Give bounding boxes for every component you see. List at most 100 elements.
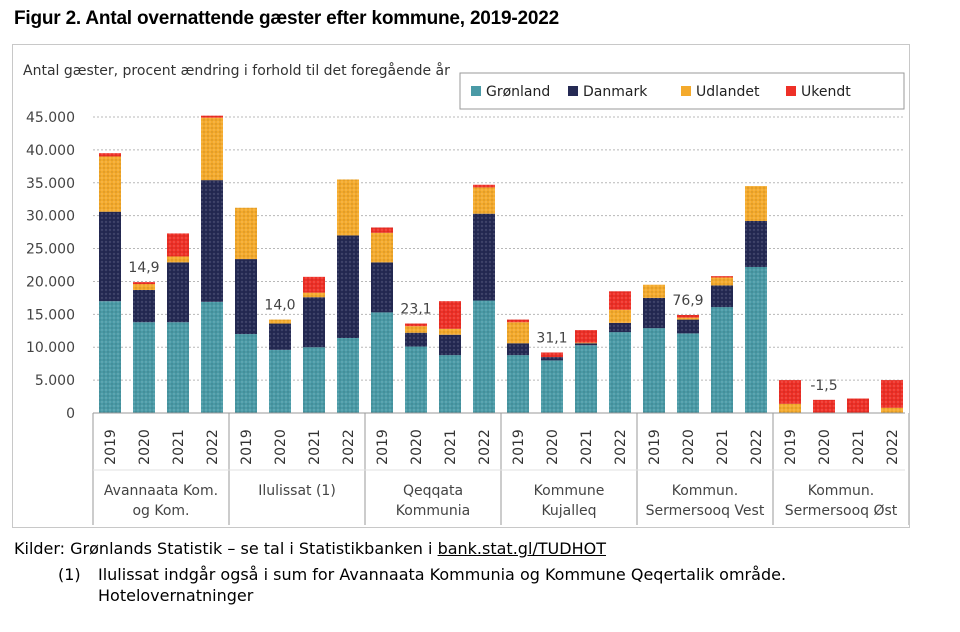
annotation-label: 14,0: [264, 298, 295, 314]
bar-texture: [201, 115, 223, 118]
bar-texture: [269, 319, 291, 324]
chart-legend: Grønland Danmark Udlandet Ukendt: [459, 72, 905, 110]
bar-texture: [711, 307, 733, 413]
group-label: Kujalleq: [541, 503, 596, 519]
group-label: Qeqqata: [403, 483, 463, 499]
bar-texture: [99, 156, 121, 212]
year-tick-label: 2020: [137, 429, 153, 465]
year-tick-label: 2021: [443, 429, 459, 465]
y-tick-label: 15.000: [26, 307, 75, 323]
legend-label-danmark: Danmark: [583, 84, 648, 100]
bar-texture: [609, 309, 631, 323]
bar-texture: [99, 211, 121, 302]
bar-texture: [507, 355, 529, 413]
bar-texture: [541, 357, 563, 361]
bar-texture: [201, 301, 223, 413]
bar-texture: [167, 256, 189, 263]
bar-texture: [235, 259, 257, 335]
year-tick-label: 2021: [171, 429, 187, 465]
y-tick-label: 10.000: [26, 340, 75, 356]
bar-texture: [677, 319, 699, 334]
sources-text: Kilder: Grønlands Statistik – se tal i S…: [14, 539, 438, 558]
bar-texture: [541, 360, 563, 413]
bar-texture: [133, 322, 155, 413]
legend-label-grønland: Grønland: [486, 84, 550, 100]
legend-swatch-udlandet: [681, 86, 691, 96]
bar-texture: [303, 297, 325, 348]
bar-texture: [507, 322, 529, 344]
footnote-number: (1): [58, 565, 81, 584]
year-tick-label: 2019: [375, 429, 391, 465]
bar-texture: [439, 334, 461, 356]
bar-texture: [575, 342, 597, 344]
bar-texture: [711, 276, 733, 278]
bar-texture: [643, 297, 665, 329]
bar-texture: [371, 312, 393, 413]
bar-texture: [99, 301, 121, 413]
bar-texture: [575, 345, 597, 413]
y-tick-label: 25.000: [26, 242, 75, 258]
group-label: Kommun.: [672, 483, 739, 499]
y-tick-label: 20.000: [26, 274, 75, 290]
legend-label-ukendt: Ukendt: [801, 84, 851, 100]
year-tick-label: 2021: [579, 429, 595, 465]
year-tick-label: 2022: [205, 429, 221, 465]
bar-texture: [779, 403, 801, 413]
year-tick-label: 2022: [477, 429, 493, 465]
annotation-label: 76,9: [672, 293, 703, 309]
bar-texture: [881, 380, 903, 408]
year-tick-label: 2022: [613, 429, 629, 465]
chart-area: 0 5.000 10.000 15.000 20.000 25.000 30.000 35.0…: [12, 44, 910, 528]
bar-texture: [405, 332, 427, 347]
bar-texture: [235, 334, 257, 413]
annotation-label: 14,9: [128, 260, 159, 276]
bar-texture: [303, 276, 325, 293]
group-label: og Kom.: [132, 503, 189, 519]
bar-texture: [337, 235, 359, 339]
bar-texture: [167, 233, 189, 257]
legend-swatch-danmark: [568, 86, 578, 96]
bar-texture: [745, 266, 767, 413]
statbank-link[interactable]: bank.stat.gl/TUDHOT: [437, 539, 606, 558]
stacked-bar-chart: 0 5.000 10.000 15.000 20.000 25.000 30.000 35.0…: [23, 62, 909, 525]
year-tick-label: 2022: [885, 429, 901, 465]
annotation-label: 23,1: [400, 302, 431, 318]
y-tick-label: 35.000: [26, 176, 75, 192]
group-label: Ilulissat (1): [258, 483, 336, 499]
gridlines: [93, 116, 905, 381]
bar-texture: [405, 326, 427, 333]
year-tick-label: 2022: [749, 429, 765, 465]
bar-texture: [711, 285, 733, 308]
year-tick-label: 2021: [307, 429, 323, 465]
year-tick-label: 2022: [341, 429, 357, 465]
year-tick-label: 2019: [239, 429, 255, 465]
year-tick-label: 2021: [851, 429, 867, 465]
group-label: Sermersooq Øst: [785, 503, 898, 519]
year-tick-label: 2019: [103, 429, 119, 465]
legend-swatch-grønland: [471, 86, 481, 96]
y-tick-label: 40.000: [26, 143, 75, 159]
bar-texture: [337, 338, 359, 413]
bar-texture: [677, 314, 699, 318]
group-label: Kommune: [534, 483, 605, 499]
bar-texture: [269, 323, 291, 350]
y-tick-label: 5.000: [35, 373, 75, 389]
bar-texture: [303, 347, 325, 413]
bar-texture: [99, 153, 121, 157]
legend-label-udlandet: Udlandet: [696, 84, 760, 100]
bar-texture: [609, 291, 631, 310]
bar-texture: [473, 184, 495, 188]
bar-texture: [745, 220, 767, 267]
year-tick-label: 2019: [783, 429, 799, 465]
footnote-text: Ilulissat indgår også i sum for Avannaat…: [98, 565, 787, 584]
bar-texture: [847, 398, 869, 413]
bar-texture: [473, 300, 495, 413]
year-tick-label: 2021: [715, 429, 731, 465]
bar-texture: [439, 301, 461, 329]
year-tick-label: 2020: [545, 429, 561, 465]
legend-swatch-ukendt: [786, 86, 796, 96]
bar-texture: [371, 232, 393, 263]
bar-texture: [201, 180, 223, 302]
year-tick-label: 2019: [647, 429, 663, 465]
year-tick-label: 2020: [409, 429, 425, 465]
